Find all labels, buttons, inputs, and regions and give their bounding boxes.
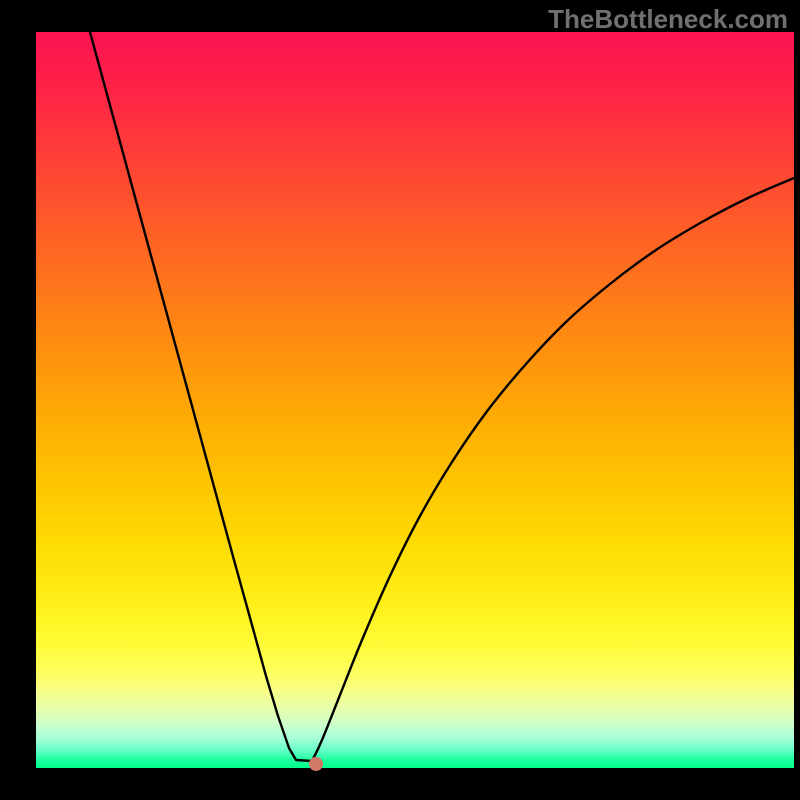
chart-container: TheBottleneck.com <box>0 0 800 800</box>
watermark-text: TheBottleneck.com <box>548 4 788 35</box>
plot-gradient-background <box>36 32 794 768</box>
